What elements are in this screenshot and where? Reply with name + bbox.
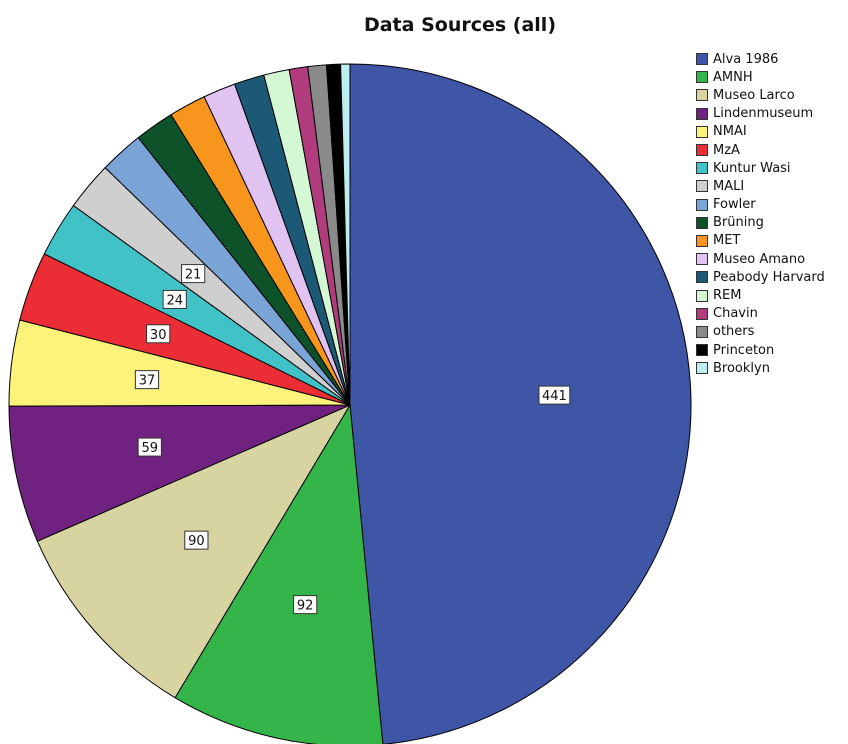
legend-item-7: MALI xyxy=(696,177,825,195)
legend-swatch xyxy=(696,234,708,247)
legend-swatch xyxy=(696,216,708,229)
legend-item-17: Brooklyn xyxy=(696,359,825,377)
legend-label: others xyxy=(713,324,755,340)
legend-swatch xyxy=(696,325,708,338)
svg-text:24: 24 xyxy=(166,293,183,308)
legend-swatch xyxy=(696,253,708,266)
legend-swatch xyxy=(696,362,708,375)
legend: Alva 1986 AMNH Museo Larco Lindenmuseum NMAI… xyxy=(696,50,825,377)
legend-label: NMAI xyxy=(713,124,747,140)
svg-text:59: 59 xyxy=(142,441,159,456)
legend-swatch xyxy=(696,180,708,193)
pie-slice-2 xyxy=(36,403,352,699)
legend-item-13: REM xyxy=(696,286,825,304)
legend-label: Brooklyn xyxy=(713,360,770,376)
data-label-4: 37 xyxy=(134,370,160,390)
data-label-7: 21 xyxy=(181,264,206,284)
legend-swatch xyxy=(696,89,708,102)
data-label-0: 441 xyxy=(538,385,571,405)
svg-text:441: 441 xyxy=(542,389,567,404)
legend-swatch xyxy=(696,271,708,284)
legend-item-6: Kuntur Wasi xyxy=(696,159,825,177)
legend-swatch xyxy=(696,71,708,84)
legend-label: Museo Amano xyxy=(713,251,806,267)
legend-swatch xyxy=(696,144,708,157)
legend-label: Brüning xyxy=(713,215,764,231)
data-label-3: 59 xyxy=(137,437,162,457)
svg-text:92: 92 xyxy=(297,599,314,614)
chart-title: Data Sources (all) xyxy=(363,14,557,36)
legend-item-5: MzA xyxy=(696,141,825,159)
svg-text:37: 37 xyxy=(139,374,156,389)
legend-label: MET xyxy=(713,233,741,249)
legend-label: Lindenmuseum xyxy=(713,106,814,122)
legend-item-9: Brüning xyxy=(696,214,825,232)
legend-label: MzA xyxy=(713,142,740,158)
legend-swatch xyxy=(696,162,708,175)
legend-item-12: Peabody Harvard xyxy=(696,268,825,286)
legend-item-11: Museo Amano xyxy=(696,250,825,268)
pie-slice-3 xyxy=(8,404,351,542)
legend-label: Alva 1986 xyxy=(713,51,779,67)
svg-text:90: 90 xyxy=(188,534,205,549)
pie-slice-0 xyxy=(349,63,692,744)
legend-item-4: NMAI xyxy=(696,123,825,141)
data-label-2: 90 xyxy=(184,530,209,550)
legend-label: MALI xyxy=(713,178,745,194)
data-label-5: 30 xyxy=(146,324,171,344)
legend-item-1: AMNH xyxy=(696,68,825,86)
legend-label: AMNH xyxy=(713,69,753,85)
data-label-1: 92 xyxy=(293,595,318,615)
legend-swatch xyxy=(696,344,708,357)
legend-label: Princeton xyxy=(713,342,775,358)
legend-label: Kuntur Wasi xyxy=(713,160,791,176)
legend-label: Museo Larco xyxy=(713,87,795,103)
legend-item-16: Princeton xyxy=(696,341,825,359)
legend-item-14: Chavin xyxy=(696,305,825,323)
legend-item-2: Museo Larco xyxy=(696,86,825,104)
legend-swatch xyxy=(696,53,708,66)
pie-slice-17 xyxy=(340,63,351,406)
pie-slice-1 xyxy=(174,403,384,744)
svg-text:30: 30 xyxy=(150,328,167,343)
legend-item-3: Lindenmuseum xyxy=(696,105,825,123)
legend-swatch xyxy=(696,125,708,138)
legend-swatch xyxy=(696,289,708,302)
legend-item-15: others xyxy=(696,323,825,341)
legend-label: Fowler xyxy=(713,197,756,213)
legend-label: REM xyxy=(713,288,742,304)
data-label-6: 24 xyxy=(162,289,187,309)
legend-swatch xyxy=(696,107,708,120)
legend-label: Chavin xyxy=(713,306,758,322)
legend-item-0: Alva 1986 xyxy=(696,50,825,68)
legend-item-8: Fowler xyxy=(696,196,825,214)
legend-swatch xyxy=(696,198,708,211)
svg-text:21: 21 xyxy=(185,268,202,283)
legend-item-10: MET xyxy=(696,232,825,250)
legend-label: Peabody Harvard xyxy=(713,269,825,285)
legend-swatch xyxy=(696,307,708,320)
